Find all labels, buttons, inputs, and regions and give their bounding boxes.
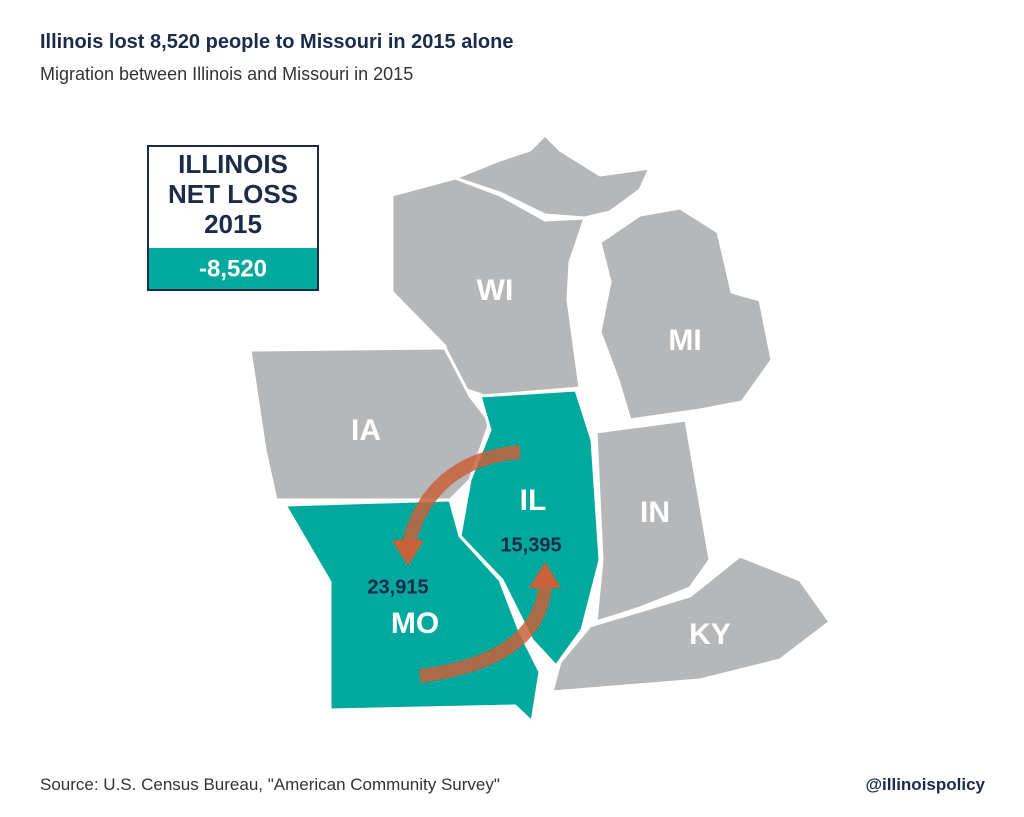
arrow-to-il	[419, 584, 552, 683]
state-shape	[598, 206, 774, 422]
callout-line: ILLINOIS	[178, 149, 288, 179]
flow-label: 15,395	[500, 534, 561, 556]
callout-band	[149, 248, 317, 289]
callout: ILLINOIS NET LOSS 2015 -8,520	[147, 145, 319, 291]
arrow-head	[529, 562, 561, 588]
flow-label: 23,915	[367, 576, 428, 598]
flow-arrows	[392, 445, 561, 683]
handle: @illinoispolicy	[865, 775, 985, 794]
state-label: IL	[520, 484, 547, 517]
map	[248, 133, 832, 724]
source: Source: U.S. Census Bureau, "American Co…	[40, 775, 500, 794]
callout-value: -8,520	[199, 255, 267, 282]
state-shape	[550, 554, 832, 694]
subtitle: Migration between Illinois and Missouri …	[40, 64, 413, 84]
state-label: MO	[391, 607, 439, 640]
arrow-head	[392, 540, 424, 566]
callout-line: NET LOSS	[168, 179, 298, 209]
callout-line: 2015	[204, 209, 262, 239]
state-label: IN	[640, 496, 670, 529]
state-label: MI	[668, 324, 701, 357]
state-shape	[390, 176, 587, 398]
state-label: WI	[477, 274, 514, 307]
arrow-to-mo	[401, 445, 521, 547]
state-shape	[594, 418, 712, 624]
state-label: KY	[689, 618, 731, 651]
state-shape	[453, 133, 652, 220]
state-label: IA	[351, 414, 381, 447]
title: Illinois lost 8,520 people to Missouri i…	[40, 31, 513, 53]
